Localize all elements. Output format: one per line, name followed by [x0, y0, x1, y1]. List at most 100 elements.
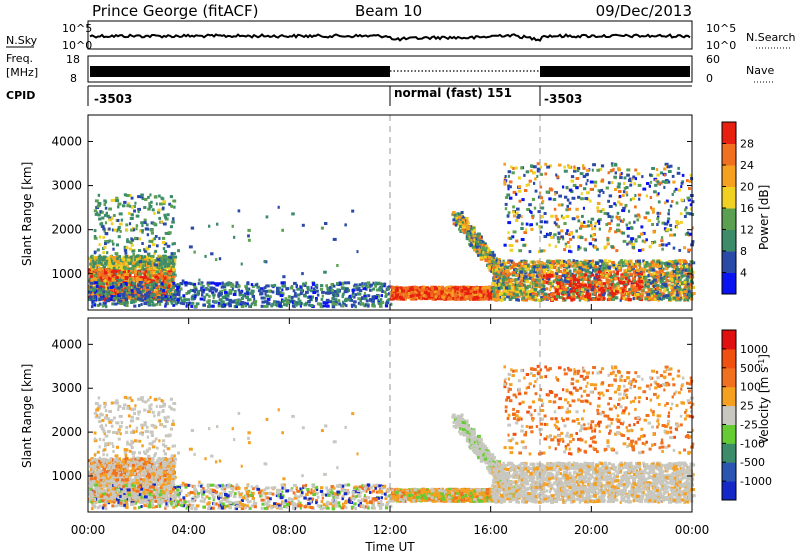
power-cell	[276, 286, 279, 290]
power-cell	[167, 277, 170, 281]
power-cell	[168, 272, 172, 276]
power-cell	[452, 222, 456, 226]
power-cell	[155, 302, 158, 306]
power-cell	[128, 274, 132, 278]
power-cell	[413, 286, 418, 289]
power-cell	[321, 294, 324, 298]
power-cell	[157, 210, 161, 214]
power-cell	[372, 304, 376, 308]
power-cell	[471, 288, 476, 292]
power-cell	[244, 304, 247, 308]
power-cell	[149, 283, 152, 287]
noise-panel: N.Sky 10^5 10^0 10^5 10^0 N.Search	[6, 20, 796, 52]
power-cell	[455, 287, 459, 291]
power-cell	[98, 292, 101, 296]
power-cell	[312, 291, 317, 294]
power-cell	[437, 296, 441, 300]
power-cell	[285, 303, 288, 307]
power-cell	[101, 216, 105, 220]
power-cell	[465, 285, 470, 289]
power-cell	[383, 290, 387, 294]
power-cell	[489, 296, 493, 300]
power-cell	[447, 285, 452, 289]
power-cell	[143, 286, 147, 290]
power-cell	[101, 277, 106, 281]
power-cell	[158, 216, 162, 220]
power-cell	[260, 304, 264, 308]
power-cell	[143, 293, 148, 297]
power-cell	[160, 220, 163, 224]
power-cell	[172, 282, 176, 285]
power-cell	[309, 297, 312, 301]
power-cell	[190, 297, 194, 301]
power-cell	[371, 302, 375, 306]
power-cell	[336, 282, 340, 286]
power-cell	[172, 259, 177, 263]
power-cell	[460, 211, 464, 214]
power-cell	[88, 290, 92, 294]
power-cell	[410, 287, 414, 291]
power-cell	[221, 296, 225, 300]
power-cell	[301, 289, 304, 293]
power-cell	[472, 234, 477, 238]
power-cell	[128, 267, 131, 271]
power-cell	[154, 265, 158, 269]
power-cell	[402, 291, 406, 295]
power-cell	[104, 274, 109, 278]
power-cell	[450, 291, 454, 295]
power-cell	[379, 298, 383, 302]
power-cell	[419, 292, 422, 296]
power-cell	[247, 228, 251, 232]
power-cell	[484, 248, 487, 252]
power-cell	[322, 304, 327, 308]
power-cell	[120, 218, 124, 222]
power-cell	[109, 260, 114, 263]
power-cell	[111, 302, 115, 306]
power-cell	[166, 264, 170, 268]
power-cell	[122, 270, 126, 274]
power-cell	[93, 261, 97, 265]
power-cell	[500, 283, 504, 287]
power-cell	[131, 278, 136, 282]
power-cell	[160, 272, 164, 276]
power-cell	[484, 244, 489, 248]
power-cell	[123, 200, 127, 204]
power-cell	[588, 279, 591, 283]
power-cell	[170, 252, 174, 256]
power-cell	[125, 304, 129, 307]
power-cell	[277, 205, 280, 209]
power-cell	[172, 272, 175, 276]
power-cell	[123, 291, 126, 294]
power-cell	[233, 290, 237, 293]
power-cell	[168, 269, 172, 272]
power-cell	[108, 256, 111, 260]
power-cell	[247, 238, 251, 242]
power-cell	[414, 290, 417, 294]
power-cell	[143, 206, 147, 209]
power-cell	[444, 287, 448, 291]
power-cell	[124, 265, 129, 269]
power-cell	[121, 276, 125, 280]
power-cell	[165, 300, 168, 304]
power-cell	[198, 278, 201, 282]
power-cell	[357, 292, 362, 296]
power-cell	[329, 291, 333, 295]
power-cell	[156, 295, 161, 299]
power-cell	[263, 296, 266, 300]
power-cell	[469, 286, 474, 289]
power-cell	[125, 298, 128, 302]
power-cell	[457, 297, 461, 301]
power-cell	[119, 271, 123, 275]
power-cell	[458, 294, 462, 298]
power-cell	[130, 196, 134, 200]
power-cell	[141, 264, 145, 268]
power-cell	[467, 236, 471, 240]
power-cell	[167, 231, 172, 235]
power-cell	[172, 268, 176, 272]
power-cell	[89, 287, 94, 291]
power-cell	[299, 292, 303, 296]
power-cell	[215, 300, 218, 304]
power-cell	[124, 249, 127, 253]
power-cell	[125, 270, 128, 274]
power-cell	[172, 262, 175, 266]
